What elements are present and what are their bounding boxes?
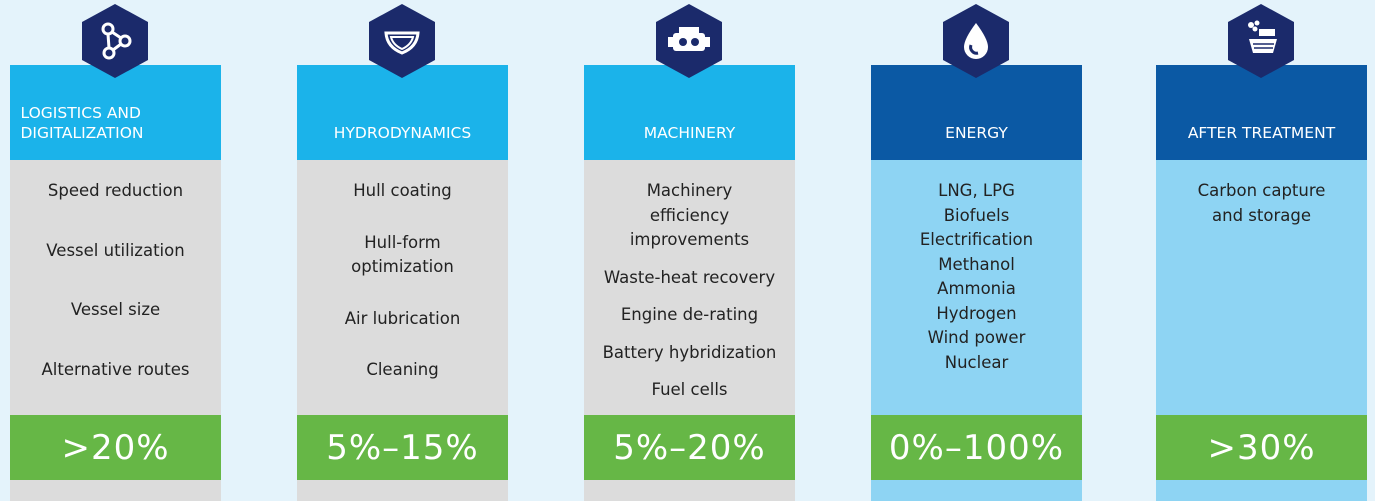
item: Ammonia [937,279,1016,298]
item: Battery hybridization [602,342,777,362]
header-title: HYDRODYNAMICS [333,124,472,142]
item: Machinery efficiency improvements [629,181,750,249]
item: Air lubrication [344,308,461,328]
column-header: HYDRODYNAMICS [297,65,508,160]
item: Fuel cells [651,380,728,399]
item: Electrification [919,230,1034,249]
item: Hull-form optimization [351,232,454,277]
icon [1228,4,1294,78]
column-body: Speed reduction Vessel utilization Vessel … [10,160,221,501]
column-header: AFTER TREATMENT [1156,65,1367,160]
header-title: AFTER TREATMENT [1187,124,1336,142]
column-header: MACHINERY [584,65,795,160]
item: Waste-heat recovery [603,267,776,287]
item: Wind power [927,328,1026,347]
column-header: ENERGY [871,65,1082,160]
item: Nuclear [944,352,1009,372]
item: Hull coating [353,181,452,200]
item: Methanol [938,254,1015,274]
reduction-value: >20% [10,415,221,480]
item: Vessel size [70,300,161,319]
column-body: Machinery efficiency improvements Waste-h… [584,160,795,501]
column-body: Carbon capture and storage >30% [1156,160,1367,501]
column: ENERGY LNG, LPG Biofuels Electrification Met… [871,0,1082,501]
item: Vessel utilization [46,240,185,260]
column-body: LNG, LPG Biofuels Electrification Methanol A… [871,160,1082,501]
reduction-value: 0%–100% [871,415,1082,480]
column-body: Hull coating Hull-form optimization Air lu… [297,160,508,501]
icon [656,4,722,78]
item-list: Speed reduction Vessel utilization Vessel … [10,179,221,382]
item-list: LNG, LPG Biofuels Electrification Methanol A… [871,179,1082,375]
header-title: ENERGY [945,124,1008,142]
item: Speed reduction [47,181,184,200]
item: Hydrogen [936,303,1017,323]
icon [82,4,148,78]
item: Carbon capture and storage [1197,181,1326,225]
item: LNG, LPG [938,181,1015,200]
header-title: LOGISTICS AND DIGITALIZATION [20,104,144,142]
column: AFTER TREATMENT Carbon capture and storag… [1156,0,1367,501]
column: HYDRODYNAMICS Hull coating Hull-form optim… [297,0,508,501]
icon [943,4,1009,78]
icon [369,4,435,78]
reduction-value: >30% [1156,415,1367,480]
item: Engine de-rating [620,305,759,324]
reduction-value: 5%–20% [584,415,795,480]
column-header: LOGISTICS AND DIGITALIZATION [10,65,221,160]
item-list: Carbon capture and storage [1156,179,1367,228]
item: Biofuels [943,205,1010,225]
item-list: Machinery efficiency improvements Waste-h… [584,179,795,403]
column: MACHINERY Machinery efficiency improvemen… [584,0,795,501]
column: LOGISTICS AND DIGITALIZATION Speed reduct… [10,0,221,501]
reduction-value: 5%–15% [297,415,508,480]
item: Cleaning [366,360,439,379]
header-title: MACHINERY [643,124,736,142]
item-list: Hull coating Hull-form optimization Air lu… [297,179,508,383]
item: Alternative routes [41,359,190,379]
